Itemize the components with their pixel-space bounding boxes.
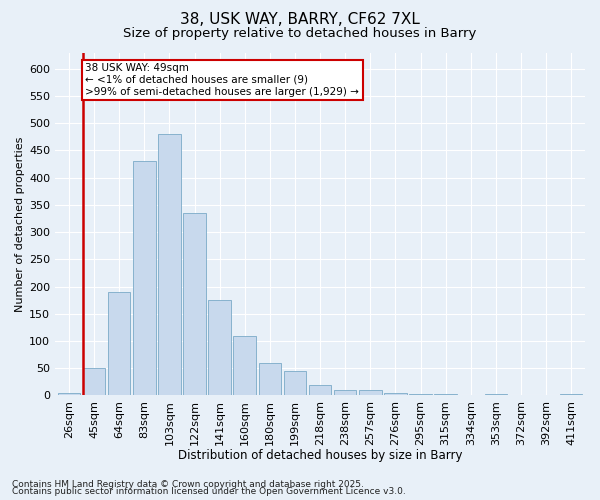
Bar xyxy=(509,395,532,396)
Bar xyxy=(535,395,557,396)
Bar xyxy=(133,162,155,396)
Text: Contains public sector information licensed under the Open Government Licence v3: Contains public sector information licen… xyxy=(12,487,406,496)
Text: Contains HM Land Registry data © Crown copyright and database right 2025.: Contains HM Land Registry data © Crown c… xyxy=(12,480,364,489)
Bar xyxy=(309,384,331,396)
Bar xyxy=(284,371,306,396)
Bar xyxy=(183,213,206,396)
Text: 38 USK WAY: 49sqm
← <1% of detached houses are smaller (9)
>99% of semi-detached: 38 USK WAY: 49sqm ← <1% of detached hous… xyxy=(85,64,359,96)
Text: Size of property relative to detached houses in Barry: Size of property relative to detached ho… xyxy=(124,28,476,40)
Bar xyxy=(58,393,80,396)
Bar xyxy=(460,395,482,396)
Bar xyxy=(384,393,407,396)
X-axis label: Distribution of detached houses by size in Barry: Distribution of detached houses by size … xyxy=(178,450,463,462)
Bar xyxy=(485,394,507,396)
Bar xyxy=(409,394,432,396)
Bar xyxy=(233,336,256,396)
Bar xyxy=(359,390,382,396)
Y-axis label: Number of detached properties: Number of detached properties xyxy=(15,136,25,312)
Bar xyxy=(208,300,231,396)
Bar xyxy=(108,292,130,396)
Bar xyxy=(334,390,356,396)
Bar xyxy=(560,394,583,396)
Bar xyxy=(259,363,281,396)
Text: 38, USK WAY, BARRY, CF62 7XL: 38, USK WAY, BARRY, CF62 7XL xyxy=(180,12,420,28)
Bar xyxy=(434,394,457,396)
Bar xyxy=(158,134,181,396)
Bar xyxy=(83,368,106,396)
